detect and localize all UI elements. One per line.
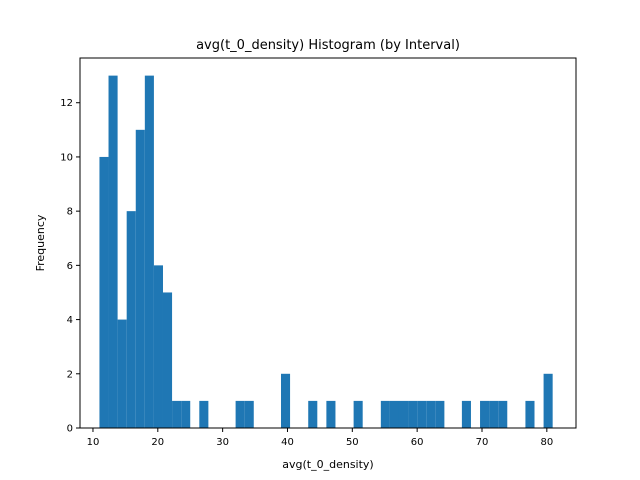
y-tick-label-2: 4 [67, 315, 73, 326]
histogram-bar-2 [117, 319, 127, 428]
x-tick-label-0: 10 [87, 437, 100, 448]
x-tick-label-6: 70 [476, 437, 489, 448]
histogram-bar-6 [153, 265, 163, 428]
histogram-bar-23 [435, 400, 445, 428]
histogram-bar-18 [389, 400, 399, 428]
histogram-bar-10 [199, 400, 209, 428]
histogram-bar-22 [426, 400, 436, 428]
histogram-bar-0 [99, 156, 109, 428]
histogram-bar-19 [398, 400, 409, 428]
histogram-bar-25 [480, 400, 490, 428]
x-axis-label: avg(t_0_density) [282, 458, 373, 471]
y-tick-label-5: 10 [60, 152, 73, 163]
histogram-bar-3 [126, 211, 136, 428]
histogram-bar-8 [172, 400, 182, 428]
x-tick-label-4: 50 [346, 437, 359, 448]
histogram-bar-21 [417, 400, 427, 428]
histogram-bar-13 [280, 373, 291, 428]
y-tick-label-0: 0 [67, 424, 73, 435]
histogram-bar-11 [235, 400, 245, 428]
histogram-bar-24 [461, 400, 471, 428]
histogram-bar-9 [181, 400, 191, 428]
histogram-bar-28 [525, 400, 535, 428]
y-tick-label-1: 2 [67, 369, 73, 380]
histogram-bar-1 [108, 75, 118, 428]
histogram-bar-17 [380, 400, 390, 428]
histogram-bar-15 [326, 400, 336, 428]
histogram-bar-12 [244, 400, 254, 428]
histogram-bar-29 [543, 373, 553, 428]
x-tick-label-7: 80 [540, 437, 553, 448]
y-tick-label-3: 6 [67, 261, 73, 272]
plot-frame [79, 57, 577, 429]
bars-group [99, 75, 553, 429]
y-tick-label-4: 8 [67, 207, 73, 218]
x-axis-ticks: 10 20 30 40 50 60 70 80 [87, 428, 553, 448]
x-tick-label-2: 30 [216, 437, 229, 448]
histogram-bar-14 [308, 400, 318, 428]
histogram-bar-5 [144, 75, 154, 428]
histogram-bar-7 [162, 292, 173, 428]
x-tick-label-5: 60 [411, 437, 424, 448]
histogram-bar-20 [408, 400, 418, 428]
chart-title: avg(t_0_density) Histogram (by Interval) [196, 38, 460, 53]
histogram-bar-4 [135, 129, 145, 429]
y-tick-label-6: 12 [60, 98, 73, 109]
x-tick-label-1: 20 [151, 437, 164, 448]
y-axis-ticks: 0 2 4 6 8 10 12 [60, 98, 80, 435]
histogram-bar-27 [498, 400, 508, 428]
histogram-bar-16 [353, 400, 363, 428]
histogram-bar-26 [489, 400, 499, 428]
y-axis-label: Frequency [34, 214, 47, 271]
x-tick-label-3: 40 [281, 437, 294, 448]
